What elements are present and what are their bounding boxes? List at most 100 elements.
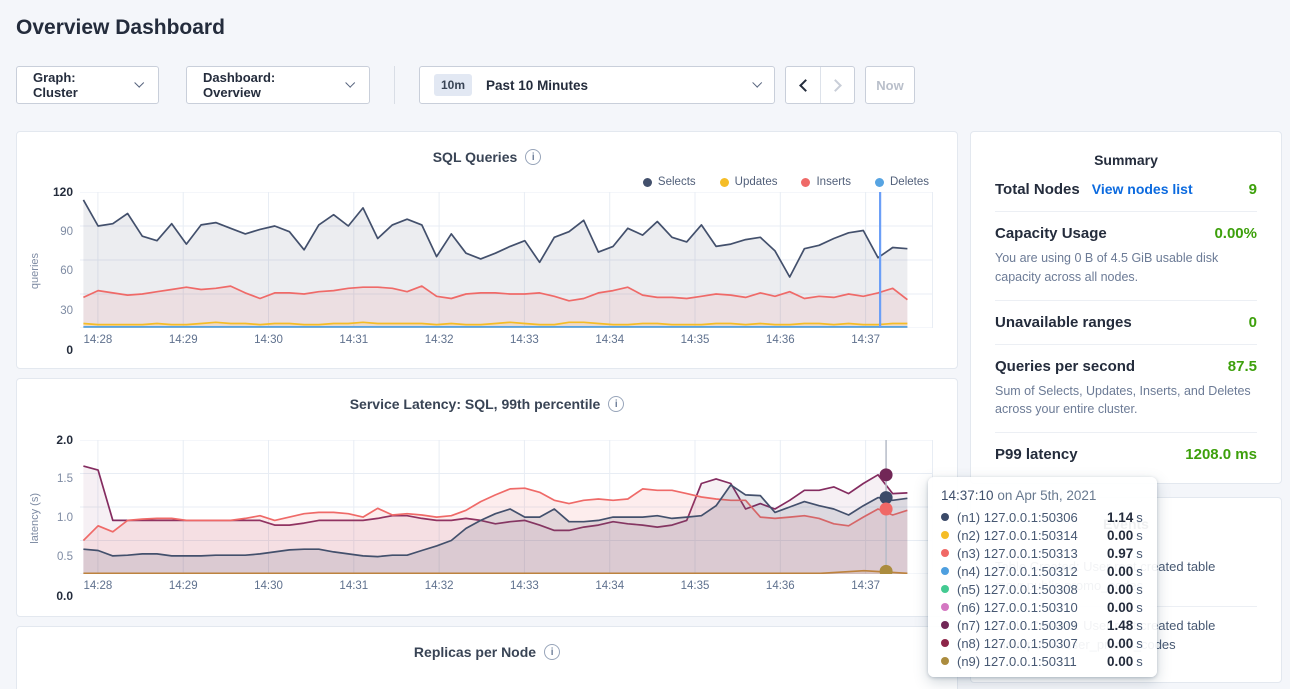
- x-tick-label: 14:37: [851, 334, 880, 346]
- tooltip-date: on Apr 5th, 2021: [994, 488, 1097, 503]
- y-tick-label: 1.5: [57, 473, 73, 485]
- legend-item-inserts[interactable]: Inserts: [801, 176, 851, 188]
- graph-scope-label: Graph: Cluster: [33, 70, 123, 100]
- y-tick-label: 90: [60, 226, 73, 238]
- view-nodes-list-link[interactable]: View nodes list: [1092, 181, 1193, 197]
- dashboard-dropdown[interactable]: Dashboard: Overview: [186, 66, 370, 104]
- node-color-dot-icon: [941, 639, 949, 647]
- summary-panel: Summary Total Nodes View nodes list 9 Ca…: [970, 131, 1282, 484]
- tooltip-row: (n3) 127.0.0.1:503130.97s: [941, 544, 1144, 562]
- y-tick-label: 0.5: [57, 551, 73, 563]
- chevron-down-icon: [752, 77, 762, 87]
- tooltip-row: (n1) 127.0.0.1:503061.14s: [941, 508, 1144, 526]
- node-color-dot-icon: [941, 585, 949, 593]
- tooltip-row: (n5) 127.0.0.1:503080.00s: [941, 580, 1144, 598]
- y-axis-label: latency (s): [27, 440, 43, 596]
- service-latency-chart-card: Service Latency: SQL, 99th percentile i …: [16, 378, 958, 617]
- time-back-button[interactable]: [786, 67, 820, 103]
- tooltip-row: (n8) 127.0.0.1:503070.00s: [941, 634, 1144, 652]
- sql-queries-svg: [80, 192, 933, 328]
- y-tick-label: 0.0: [56, 589, 73, 603]
- y-tick-label: 1.0: [57, 512, 73, 524]
- sql-queries-chart-card: SQL Queries i Selects Updates Inserts Delet…: [16, 131, 958, 369]
- chevron-down-icon: [345, 77, 355, 87]
- x-tick-label: 14:32: [425, 580, 454, 592]
- info-icon[interactable]: i: [608, 396, 624, 412]
- summary-section-capacity: Capacity Usage 0.00% You are using 0 B o…: [995, 212, 1257, 301]
- x-tick-label: 14:31: [339, 334, 368, 346]
- legend-item-selects[interactable]: Selects: [643, 176, 696, 188]
- summary-section-unavailable: Unavailable ranges 0: [995, 301, 1257, 345]
- tooltip-time: 14:37:10: [941, 488, 994, 503]
- latency-hover-tooltip: 14:37:10 on Apr 5th, 2021 (n1) 127.0.0.1…: [928, 477, 1157, 677]
- latency-chart-body: latency (s) 0.00.51.01.52.0 14:2814:2914…: [17, 440, 957, 596]
- info-icon[interactable]: i: [544, 644, 560, 660]
- chart-title-row: SQL Queries i: [17, 132, 957, 165]
- y-tick-label: 2.0: [56, 433, 73, 447]
- node-color-dot-icon: [941, 513, 949, 521]
- dashboard-label: Dashboard: Overview: [203, 70, 334, 100]
- node-color-dot-icon: [941, 567, 949, 575]
- y-axis-ticks: 0.00.51.01.52.0: [43, 440, 73, 596]
- node-color-dot-icon: [941, 621, 949, 629]
- summary-section-qps: Queries per second 87.5 Sum of Selects, …: [995, 345, 1257, 434]
- legend-item-deletes[interactable]: Deletes: [875, 176, 929, 188]
- capacity-usage-value: 0.00%: [1214, 225, 1257, 242]
- charts-column: SQL Queries i Selects Updates Inserts Delet…: [16, 131, 958, 689]
- tooltip-row: (n9) 127.0.0.1:503110.00s: [941, 652, 1144, 670]
- overview-dashboard-page: Overview Dashboard Graph: Cluster Dashbo…: [0, 0, 1290, 689]
- total-nodes-value: 9: [1249, 181, 1257, 198]
- now-button[interactable]: Now: [865, 66, 915, 104]
- legend-dot-icon: [875, 178, 884, 187]
- sql-queries-plot[interactable]: 14:2814:2914:3014:3114:3214:3314:3414:35…: [80, 192, 933, 350]
- unavailable-ranges-value: 0: [1249, 314, 1257, 331]
- controls-divider: [394, 66, 395, 104]
- time-range-badge: 10m: [434, 74, 472, 96]
- chart-title-row: Replicas per Node i: [17, 627, 957, 660]
- graph-scope-dropdown[interactable]: Graph: Cluster: [16, 66, 159, 104]
- chevron-down-icon: [134, 77, 144, 87]
- chart-title: Replicas per Node: [414, 644, 536, 660]
- tooltip-rows: (n1) 127.0.0.1:503061.14s(n2) 127.0.0.1:…: [941, 508, 1144, 670]
- node-color-dot-icon: [941, 603, 949, 611]
- queries-per-second-description: Sum of Selects, Updates, Inserts, and De…: [995, 382, 1257, 420]
- chevron-right-icon: [829, 79, 842, 92]
- summary-section-total-nodes: Total Nodes View nodes list 9: [995, 168, 1257, 212]
- total-nodes-label: Total Nodes: [995, 181, 1080, 198]
- x-tick-label: 14:28: [84, 580, 113, 592]
- x-tick-label: 14:28: [84, 334, 113, 346]
- x-tick-label: 14:29: [169, 580, 198, 592]
- unavailable-ranges-label: Unavailable ranges: [995, 314, 1132, 331]
- tooltip-timestamp: 14:37:10 on Apr 5th, 2021: [941, 488, 1144, 503]
- y-tick-label: 120: [53, 185, 73, 199]
- x-tick-label: 14:33: [510, 334, 539, 346]
- time-step-buttons: [785, 66, 855, 104]
- sql-chart-body: queries 0306090120 14:2814:2914:3014:311…: [17, 192, 957, 350]
- x-tick-label: 14:30: [254, 580, 283, 592]
- summary-title: Summary: [995, 152, 1257, 168]
- x-tick-label: 14:36: [766, 334, 795, 346]
- chart-title-row: Service Latency: SQL, 99th percentile i: [17, 379, 957, 412]
- chart-title: SQL Queries: [433, 149, 518, 165]
- y-tick-label: 60: [60, 265, 73, 277]
- queries-per-second-label: Queries per second: [995, 358, 1135, 375]
- legend-item-updates[interactable]: Updates: [720, 176, 778, 188]
- capacity-usage-description: You are using 0 B of 4.5 GiB usable disk…: [995, 249, 1257, 287]
- y-axis-label: queries: [27, 192, 43, 350]
- time-forward-button[interactable]: [820, 67, 854, 103]
- now-button-label: Now: [876, 78, 903, 93]
- tooltip-row: (n7) 127.0.0.1:503091.48s: [941, 616, 1144, 634]
- node-color-dot-icon: [941, 531, 949, 539]
- info-icon[interactable]: i: [525, 149, 541, 165]
- queries-per-second-value: 87.5: [1228, 358, 1257, 375]
- x-tick-label: 14:32: [425, 334, 454, 346]
- x-tick-label: 14:36: [766, 580, 795, 592]
- y-axis-ticks: 0306090120: [43, 192, 73, 350]
- summary-section-p99: P99 latency 1208.0 ms: [995, 433, 1257, 467]
- service-latency-plot[interactable]: 14:2814:2914:3014:3114:3214:3314:3414:35…: [80, 440, 933, 596]
- time-range-dropdown[interactable]: 10m Past 10 Minutes: [419, 66, 775, 104]
- chart-title: Service Latency: SQL, 99th percentile: [350, 396, 601, 412]
- node-color-dot-icon: [941, 549, 949, 557]
- legend-dot-icon: [643, 178, 652, 187]
- capacity-usage-label: Capacity Usage: [995, 225, 1107, 242]
